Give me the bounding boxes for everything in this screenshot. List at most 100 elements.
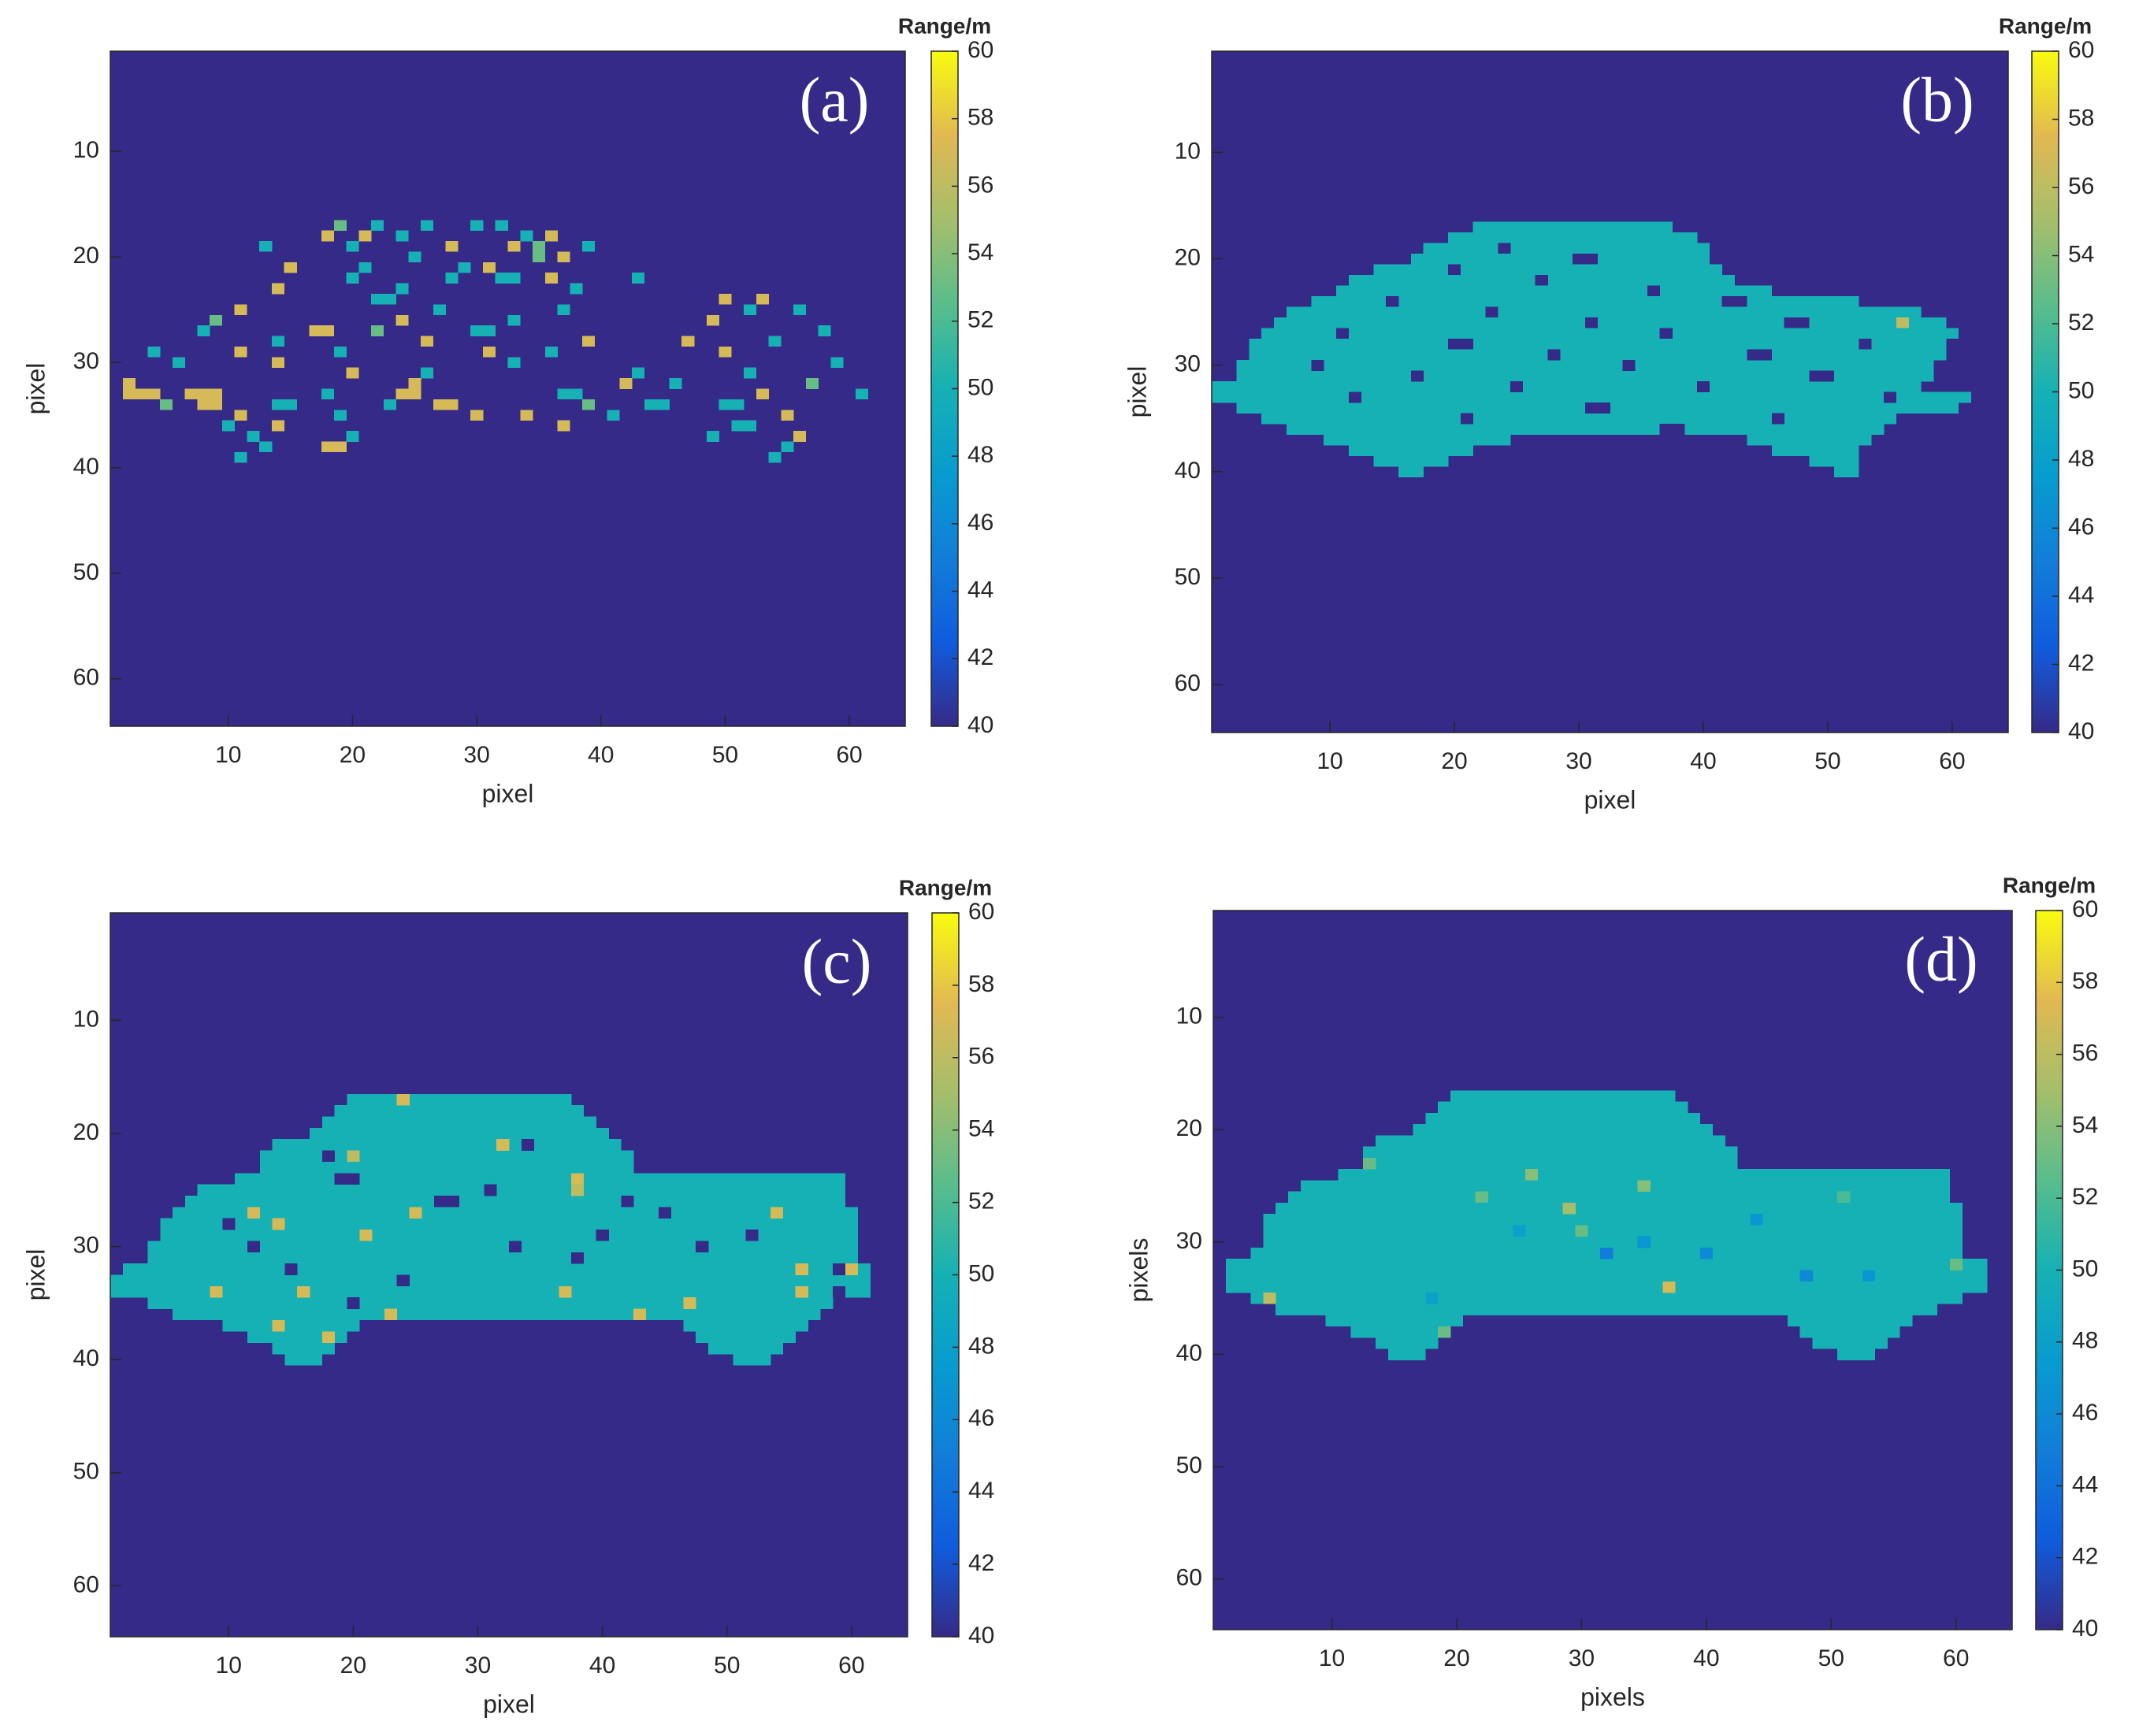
heatmap-cell: [1363, 1157, 1376, 1170]
heatmap-cell: [1637, 1180, 1651, 1192]
heatmap-cell: [719, 293, 732, 305]
heatmap-cell: [781, 410, 794, 421]
heatmap-cell: [1448, 338, 1474, 350]
heatmap-cell: [544, 273, 558, 284]
x-tick-label: 20: [340, 1653, 366, 1679]
heatmap-cell: [334, 1173, 360, 1185]
heatmap-cell: [358, 230, 372, 242]
heatmap-cell: [1647, 285, 1660, 297]
heatmap-cell: [544, 230, 558, 242]
y-axis-label: pixel: [1123, 366, 1151, 418]
heatmap-cell: [271, 399, 297, 410]
heatmap-cell: [346, 273, 359, 284]
heatmap-cell: [184, 1195, 846, 1207]
heatmap-cell: [470, 410, 484, 421]
heatmap-cell: [421, 367, 434, 379]
heatmap-cell: [1348, 391, 1361, 403]
heatmap-cell: [197, 325, 210, 336]
colorbar-label: Range/m: [898, 13, 991, 38]
heatmap-cell: [321, 1116, 596, 1129]
heatmap-cell: [272, 1218, 285, 1230]
colorbar-tick-label: 40: [2068, 718, 2094, 744]
heatmap-cell: [833, 1263, 846, 1275]
y-axis-label: pixel: [21, 363, 50, 415]
heatmap-cell: [855, 388, 869, 400]
heatmap-cell: [1787, 1315, 1913, 1327]
x-tick-label: 60: [836, 742, 862, 768]
y-tick-label: 50: [1176, 1452, 1202, 1478]
x-tick-label: 60: [1939, 748, 1965, 774]
x-tick-label: 40: [1693, 1645, 1719, 1671]
heatmap-cell: [1584, 402, 1610, 414]
axes-frame: [110, 912, 908, 1638]
heatmap-cell: [1784, 317, 1810, 328]
heatmap-cell: [1747, 434, 1872, 446]
heatmap-cell: [395, 230, 409, 242]
colorbar-tick-label: 40: [967, 712, 993, 738]
heatmap-cell: [1373, 264, 1722, 276]
heatmap-cell: [520, 410, 533, 421]
heatmap-cell: [1249, 338, 1947, 350]
heatmap-cell: [221, 420, 235, 432]
heatmap-cell: [408, 251, 421, 263]
heatmap-cell: [509, 1241, 522, 1253]
heatmap-cell: [173, 1207, 859, 1219]
heatmap-cell: [1375, 1135, 1725, 1147]
heatmap-cell: [396, 1274, 410, 1287]
heatmap-cell: [708, 1342, 784, 1355]
colorbar-tick-label: 60: [2072, 896, 2098, 922]
heatmap-cell: [1699, 1247, 1714, 1259]
heatmap-cell: [756, 388, 769, 400]
colorbar-tick-label: 42: [2068, 650, 2094, 676]
heatmap-cell: [333, 220, 347, 231]
heatmap-cell: [1263, 1293, 1276, 1304]
heatmap-cell: [1750, 1214, 1763, 1226]
heatmap-cell: [1300, 1180, 1951, 1192]
x-axis-label: pixel: [482, 779, 534, 807]
heatmap-cell: [793, 431, 807, 442]
y-tick-label: 10: [1175, 138, 1201, 164]
heatmap-cell: [395, 283, 409, 295]
x-tick-label: 60: [838, 1653, 864, 1679]
y-tick-label: 10: [73, 1006, 99, 1032]
heatmap-cell: [1350, 1326, 1451, 1338]
heatmap-cell: [1771, 445, 1859, 456]
heatmap-cell: [445, 241, 459, 252]
colorbar-tick-label: 58: [968, 971, 994, 997]
heatmap-cell: [559, 1285, 572, 1298]
heatmap-cell: [495, 273, 521, 284]
heatmap-cell: [621, 1195, 634, 1207]
x-tick-label: 50: [714, 1653, 740, 1679]
x-tick-label: 10: [216, 1653, 242, 1679]
heatmap-cell: [347, 1093, 572, 1106]
heatmap-cell: [458, 262, 471, 273]
y-tick-label: 60: [1175, 670, 1201, 696]
heatmap-cell: [557, 420, 570, 432]
heatmap-cell: [271, 283, 285, 295]
heatmap-cell: [632, 273, 645, 284]
heatmap-cell: [557, 304, 570, 316]
heatmap-cell: [247, 1207, 261, 1219]
heatmap-cell: [421, 336, 434, 347]
heatmap-cell: [571, 1252, 585, 1264]
heatmap-cell: [1373, 455, 1449, 467]
heatmap-cell: [658, 1207, 671, 1219]
heatmap-cell: [1286, 306, 1922, 318]
heatmap-cell: [1884, 391, 1897, 403]
axes-frame: [1211, 50, 2009, 733]
heatmap-cell: [371, 220, 384, 231]
colorbar-tick-label: 56: [968, 1044, 994, 1070]
heatmap-cell: [259, 1150, 634, 1163]
heatmap-cell: [147, 1241, 859, 1253]
heatmap-cell: [408, 378, 421, 389]
heatmap-cell: [1513, 1225, 1526, 1237]
heatmap-cell: [110, 1285, 871, 1298]
heatmap-cell: [1225, 1270, 1988, 1282]
colorbar-tick-label: 60: [968, 899, 994, 925]
panel-label: (d): [1904, 925, 1977, 994]
heatmap-cell: [1448, 264, 1461, 276]
x-tick-label: 50: [1818, 1645, 1844, 1671]
heatmap-cell: [1862, 1270, 1876, 1282]
